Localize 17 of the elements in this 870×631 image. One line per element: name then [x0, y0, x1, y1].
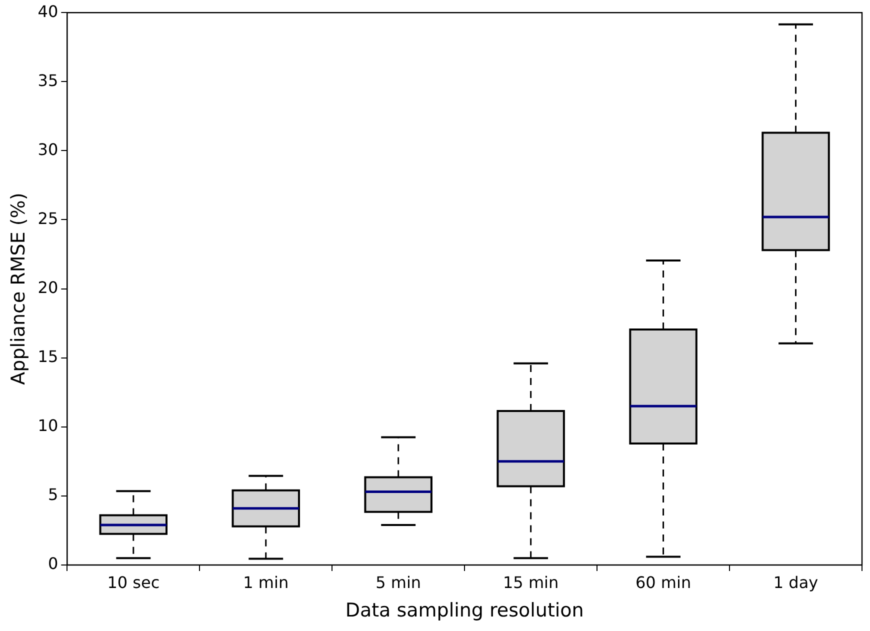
- x-axis-title: Data sampling resolution: [345, 600, 584, 622]
- x-tick-label: 15 min: [503, 572, 559, 592]
- y-tick-label: 10: [38, 416, 58, 436]
- y-tick-label: 40: [38, 2, 58, 21]
- y-tick-label: 35: [38, 70, 58, 90]
- y-tick-label: 0: [48, 554, 58, 574]
- y-tick-label: 15: [38, 347, 58, 366]
- x-tick-label: 10 sec: [107, 572, 160, 592]
- y-tick-label: 30: [38, 140, 58, 159]
- y-tick-label: 20: [38, 278, 58, 297]
- x-tick-label: 5 min: [376, 572, 422, 592]
- x-tick-label: 60 min: [635, 572, 692, 592]
- x-tick-label: 1 min: [243, 572, 289, 592]
- y-tick-label: 25: [38, 208, 58, 228]
- x-tick-label: 1 day: [773, 572, 818, 592]
- y-axis-title: Appliance RMSE (%): [7, 192, 30, 385]
- y-tick-label: 5: [48, 485, 58, 504]
